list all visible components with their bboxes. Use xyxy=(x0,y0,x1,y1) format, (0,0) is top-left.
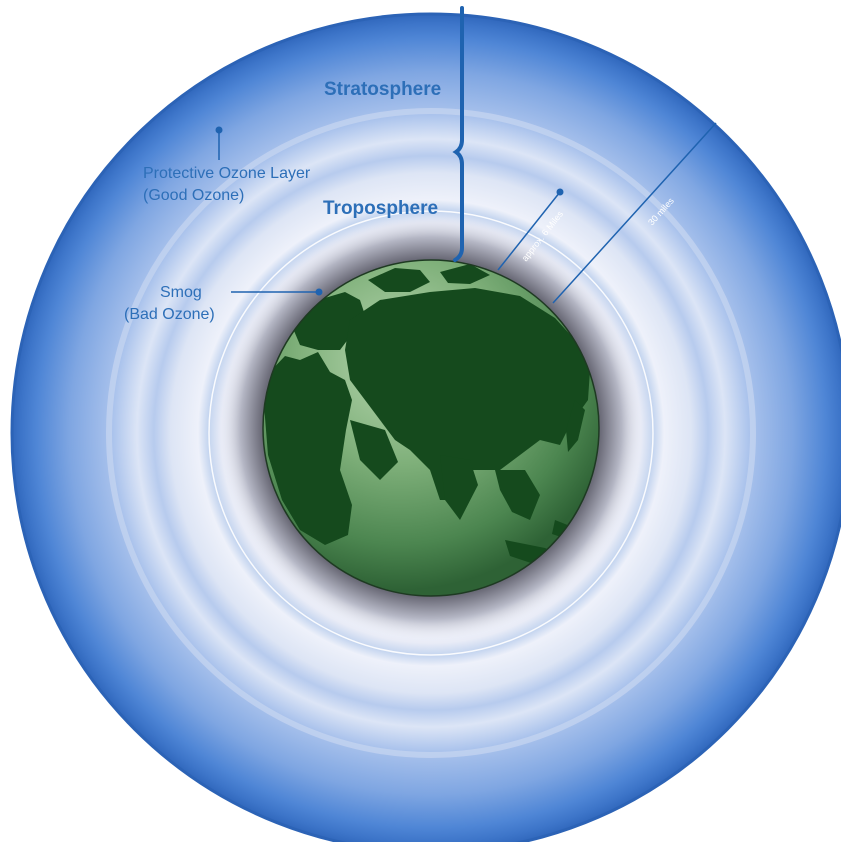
six-mile-measure-line xyxy=(497,191,561,271)
ozone-label-line1: Protective Ozone Layer xyxy=(143,165,311,182)
stratosphere-label: Stratosphere xyxy=(324,79,441,100)
troposphere-boundary-ring xyxy=(208,210,654,656)
ozone-label-line2: (Good Ozone) xyxy=(143,187,244,204)
troposphere-label: Troposphere xyxy=(323,198,438,219)
atmosphere-height-bracket xyxy=(452,6,464,262)
thirty-mile-measure-line xyxy=(552,122,717,304)
globe-rim xyxy=(262,259,600,597)
atmosphere-outer-edge xyxy=(10,12,841,842)
smog-label-line1: Smog xyxy=(160,284,202,301)
ozone-pointer-dot xyxy=(215,126,223,134)
ozone-layer-ring xyxy=(106,108,756,758)
smog-pointer-dot xyxy=(315,288,323,296)
smog-label-line2: (Bad Ozone) xyxy=(124,306,215,323)
six-mile-measure-dot xyxy=(556,188,564,196)
